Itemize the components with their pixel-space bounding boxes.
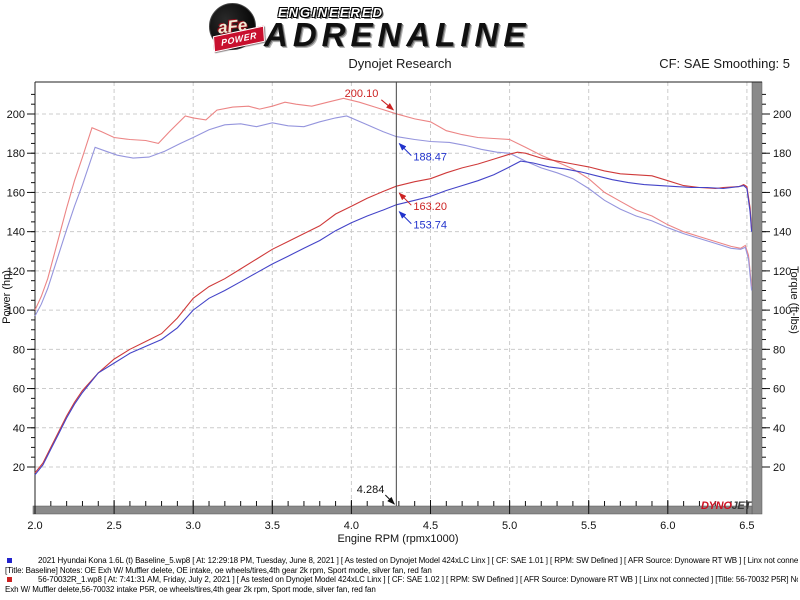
dyno-curves [34,97,753,476]
curve-torque-56-70032-p5r [34,97,753,311]
svg-text:180: 180 [773,148,791,160]
svg-text:4.0: 4.0 [344,520,359,532]
svg-text:Power (hp): Power (hp) [1,270,13,324]
svg-text:140: 140 [7,227,25,239]
svg-text:140: 140 [773,227,791,239]
svg-text:80: 80 [13,344,25,356]
svg-text:120: 120 [7,266,25,278]
svg-text:4.284: 4.284 [357,484,385,496]
intake-run-marker [7,577,12,582]
svg-text:200.10: 200.10 [345,88,379,100]
y-axis-torque: 20 40 60 80 100 120 140 160 180 200 Torque (ft-lbs… [762,93,800,474]
plot-frame [32,81,763,515]
curve-torque-baseline [34,115,753,317]
svg-text:2.0: 2.0 [27,520,42,532]
baseline-run-notes: [Title: Baseline] Notes: OE Exh W/ Muffl… [5,565,432,575]
svg-text:180: 180 [7,148,25,160]
chart-gridlines [35,82,752,506]
cursor-readouts: 200.10 188.47 163.20 153.74 4.284 [345,88,447,505]
svg-text:4.5: 4.5 [423,520,438,532]
dynojet-watermark: DYNOJET [701,500,751,512]
svg-text:20: 20 [773,462,785,474]
svg-text:160: 160 [7,187,25,199]
svg-text:Engine RPM (rpmx1000): Engine RPM (rpmx1000) [337,533,458,545]
svg-text:163.20: 163.20 [413,201,447,213]
svg-text:100: 100 [773,305,791,317]
svg-text:5.5: 5.5 [581,520,596,532]
svg-text:60: 60 [773,384,785,396]
svg-text:40: 40 [13,423,25,435]
baseline-run-marker [7,558,12,563]
svg-text:100: 100 [7,305,25,317]
brand-tagline-adrenaline: ADRENALINE [264,16,531,53]
svg-text:2.5: 2.5 [106,520,121,532]
legend-entry-intake-run: 56-70032R_1.wp8 [ At: 7:41:31 AM, Friday… [4,575,798,594]
x-axis: 2.0 2.5 3.0 3.5 4.0 4.5 5.0 5.5 6.0 6.5 Engine RPM… [27,500,755,545]
svg-text:3.0: 3.0 [186,520,201,532]
curve-power-56-70032-p5r [34,151,753,474]
intake-run-notes: Exh W/ Muffler delete,56-70032 intake P5… [5,584,376,594]
baseline-run-info: 2021 Hyundai Kona 1.6L (t) Baseline_5.wp… [38,556,798,565]
svg-text:153.74: 153.74 [413,220,447,232]
svg-text:200: 200 [7,109,25,121]
brand-tagline-engineered: ENGINEERED [278,5,384,20]
legend-entry-baseline: 2021 Hyundai Kona 1.6L (t) Baseline_5.wp… [4,556,798,575]
correction-smoothing-label: CF: SAE Smoothing: 5 [659,56,790,71]
svg-text:80: 80 [773,344,785,356]
svg-text:20: 20 [13,462,25,474]
y-axis-power: 20 40 60 80 100 120 140 160 180 200 Power (hp) [1,93,35,474]
dynojet-watermark-dyno: DYNO [701,500,732,512]
chart-title: Dynojet Research [348,56,452,71]
svg-text:200: 200 [773,109,791,121]
svg-text:6.0: 6.0 [660,520,675,532]
dynojet-watermark-jet: JET [731,500,752,512]
svg-text:160: 160 [773,187,791,199]
svg-text:Torque (ft-lbs): Torque (ft-lbs) [788,266,800,334]
svg-text:6.5: 6.5 [739,520,754,532]
svg-text:5.0: 5.0 [502,520,517,532]
svg-text:188.47: 188.47 [413,152,447,164]
svg-text:120: 120 [773,266,791,278]
dyno-chart-plot[interactable]: 2.0 2.5 3.0 3.5 4.0 4.5 5.0 5.5 6.0 6.5 Engine RPM… [0,0,800,556]
svg-text:60: 60 [13,384,25,396]
svg-text:40: 40 [773,423,785,435]
svg-text:3.5: 3.5 [265,520,280,532]
intake-run-info: 56-70032R_1.wp8 [ At: 7:41:31 AM, Friday… [38,575,798,584]
run-legend: 2021 Hyundai Kona 1.6L (t) Baseline_5.wp… [4,556,798,594]
